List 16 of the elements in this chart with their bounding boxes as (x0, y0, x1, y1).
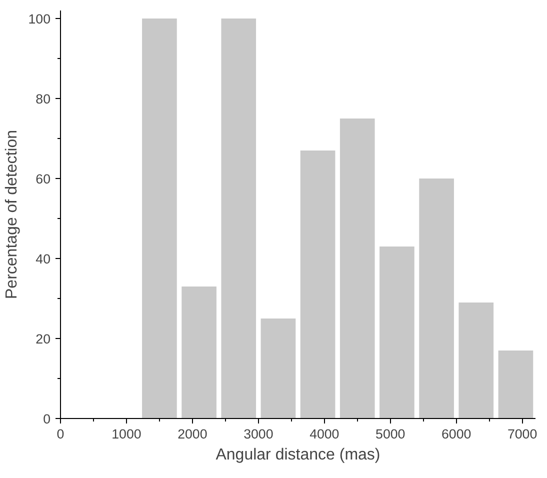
y-tick-label: 80 (36, 92, 51, 106)
x-tick-label: 0 (56, 426, 64, 442)
x-tick-label: 4000 (310, 426, 340, 442)
x-axis-title: Angular distance (mas) (216, 446, 380, 464)
x-tick-label: 2000 (178, 426, 208, 442)
y-tick-label: 20 (36, 332, 51, 346)
x-tick-label: 1000 (112, 426, 142, 442)
y-tick-label: 100 (28, 12, 51, 26)
y-tick-label: 0 (43, 412, 51, 426)
x-tick-label: 6000 (442, 426, 472, 442)
x-tick-label: 5000 (376, 426, 406, 442)
x-tick-label: 7000 (507, 426, 538, 442)
y-tick-label: 40 (36, 252, 51, 266)
y-axis-title: Percentage of detection (3, 130, 20, 300)
y-tick-label: 60 (36, 172, 51, 186)
x-tick-label: 3000 (244, 426, 274, 442)
